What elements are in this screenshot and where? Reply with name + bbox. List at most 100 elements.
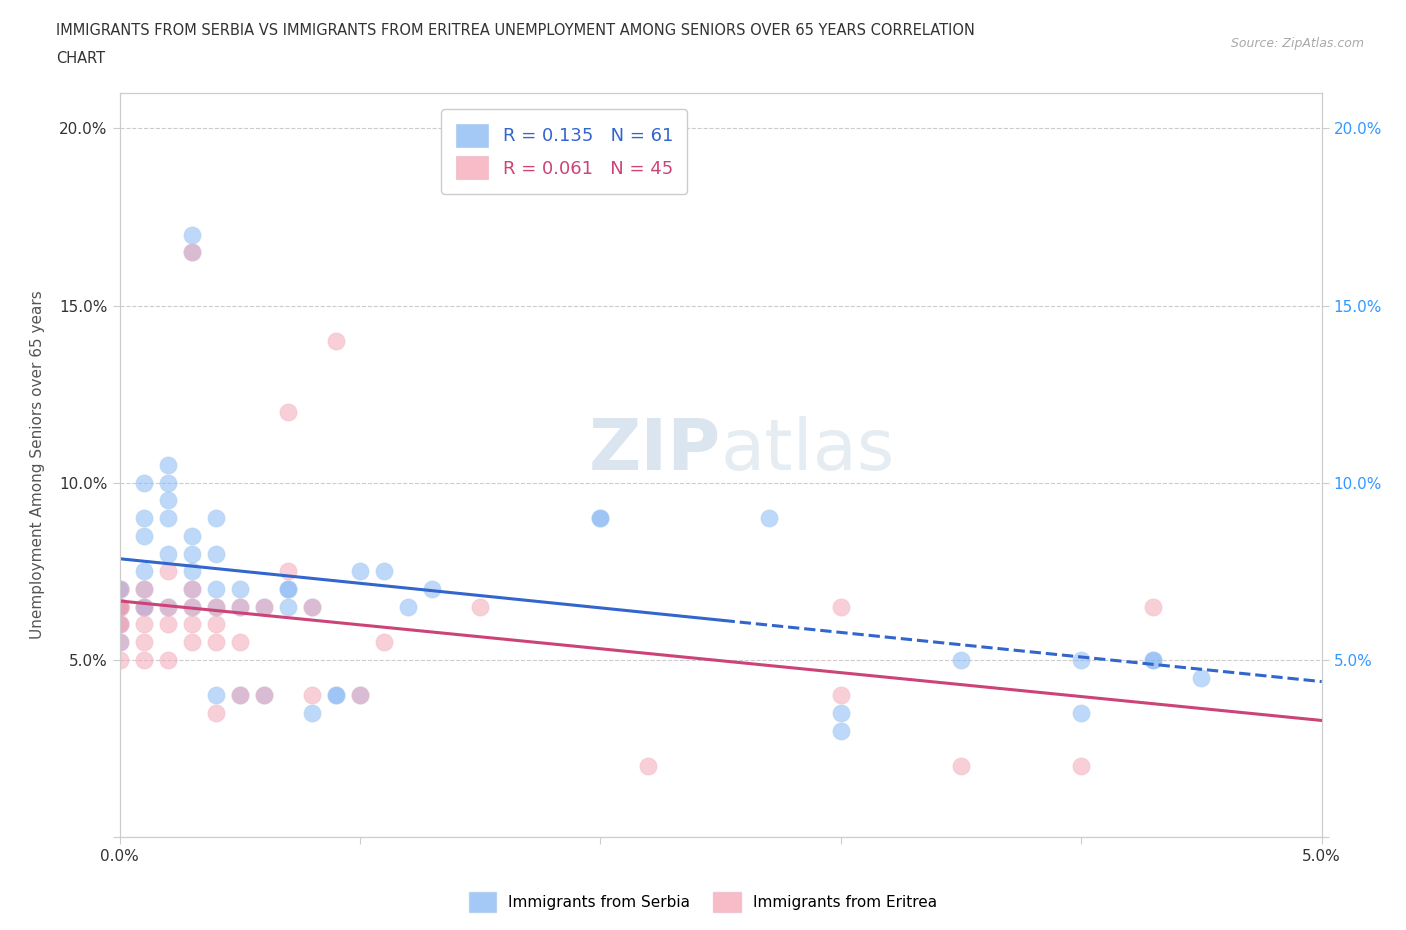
Point xyxy=(180,599,202,614)
Point xyxy=(180,581,202,596)
Point xyxy=(468,156,492,171)
Point xyxy=(204,599,226,614)
Point xyxy=(204,706,226,721)
Point xyxy=(325,688,347,703)
Point xyxy=(156,653,179,668)
Y-axis label: Unemployment Among Seniors over 65 years: Unemployment Among Seniors over 65 years xyxy=(31,291,45,640)
Point xyxy=(156,564,179,578)
Point xyxy=(180,546,202,561)
Text: atlas: atlas xyxy=(720,416,896,485)
Point xyxy=(132,599,155,614)
Point xyxy=(108,634,131,649)
Point xyxy=(156,599,179,614)
Point xyxy=(132,617,155,631)
Point xyxy=(132,653,155,668)
Point xyxy=(1142,599,1164,614)
Point xyxy=(228,688,252,703)
Point xyxy=(132,564,155,578)
Point xyxy=(108,599,131,614)
Point xyxy=(108,617,131,631)
Point xyxy=(349,688,371,703)
Point xyxy=(349,688,371,703)
Text: ZIP: ZIP xyxy=(588,416,720,485)
Point xyxy=(589,511,612,525)
Point xyxy=(108,617,131,631)
Point xyxy=(108,581,131,596)
Point xyxy=(830,688,852,703)
Point xyxy=(132,528,155,543)
Point xyxy=(132,581,155,596)
Point xyxy=(253,688,276,703)
Point xyxy=(108,599,131,614)
Point xyxy=(277,581,299,596)
Point xyxy=(325,334,347,349)
Point xyxy=(204,599,226,614)
Point xyxy=(108,581,131,596)
Point xyxy=(277,405,299,419)
Point xyxy=(228,688,252,703)
Point xyxy=(108,599,131,614)
Point xyxy=(1142,653,1164,668)
Point xyxy=(132,599,155,614)
Point xyxy=(108,599,131,614)
Point xyxy=(204,617,226,631)
Point xyxy=(349,564,371,578)
Point xyxy=(108,634,131,649)
Point xyxy=(156,511,179,525)
Point xyxy=(758,511,780,525)
Point xyxy=(132,599,155,614)
Point xyxy=(132,511,155,525)
Point xyxy=(132,581,155,596)
Point xyxy=(156,599,179,614)
Text: IMMIGRANTS FROM SERBIA VS IMMIGRANTS FROM ERITREA UNEMPLOYMENT AMONG SENIORS OVE: IMMIGRANTS FROM SERBIA VS IMMIGRANTS FRO… xyxy=(56,23,976,38)
Point xyxy=(180,227,202,242)
Point xyxy=(108,599,131,614)
Point xyxy=(228,581,252,596)
Point xyxy=(637,759,659,774)
Point xyxy=(180,564,202,578)
Point xyxy=(373,564,395,578)
Point xyxy=(108,581,131,596)
Point xyxy=(132,475,155,490)
Text: Source: ZipAtlas.com: Source: ZipAtlas.com xyxy=(1230,37,1364,50)
Point xyxy=(1070,653,1092,668)
Point xyxy=(373,634,395,649)
Point xyxy=(253,688,276,703)
Point xyxy=(132,634,155,649)
Point xyxy=(277,581,299,596)
Point xyxy=(156,475,179,490)
Point xyxy=(830,599,852,614)
Point xyxy=(301,599,323,614)
Point xyxy=(830,706,852,721)
Point xyxy=(180,581,202,596)
Point xyxy=(204,634,226,649)
Point xyxy=(1070,706,1092,721)
Point xyxy=(180,599,202,614)
Point xyxy=(156,493,179,508)
Legend: Immigrants from Serbia, Immigrants from Eritrea: Immigrants from Serbia, Immigrants from … xyxy=(463,886,943,918)
Point xyxy=(156,617,179,631)
Point xyxy=(180,617,202,631)
Point xyxy=(204,581,226,596)
Point xyxy=(277,564,299,578)
Point xyxy=(1070,759,1092,774)
Point xyxy=(228,599,252,614)
Point xyxy=(468,599,492,614)
Point xyxy=(180,245,202,259)
Point xyxy=(830,724,852,738)
Point xyxy=(277,599,299,614)
Point xyxy=(301,706,323,721)
Point xyxy=(253,599,276,614)
Point xyxy=(156,458,179,472)
Point xyxy=(204,546,226,561)
Point xyxy=(950,653,973,668)
Point xyxy=(420,581,443,596)
Point xyxy=(589,511,612,525)
Text: CHART: CHART xyxy=(56,51,105,66)
Point xyxy=(253,599,276,614)
Point xyxy=(156,546,179,561)
Point xyxy=(108,599,131,614)
Point xyxy=(180,245,202,259)
Point xyxy=(1142,653,1164,668)
Point xyxy=(204,688,226,703)
